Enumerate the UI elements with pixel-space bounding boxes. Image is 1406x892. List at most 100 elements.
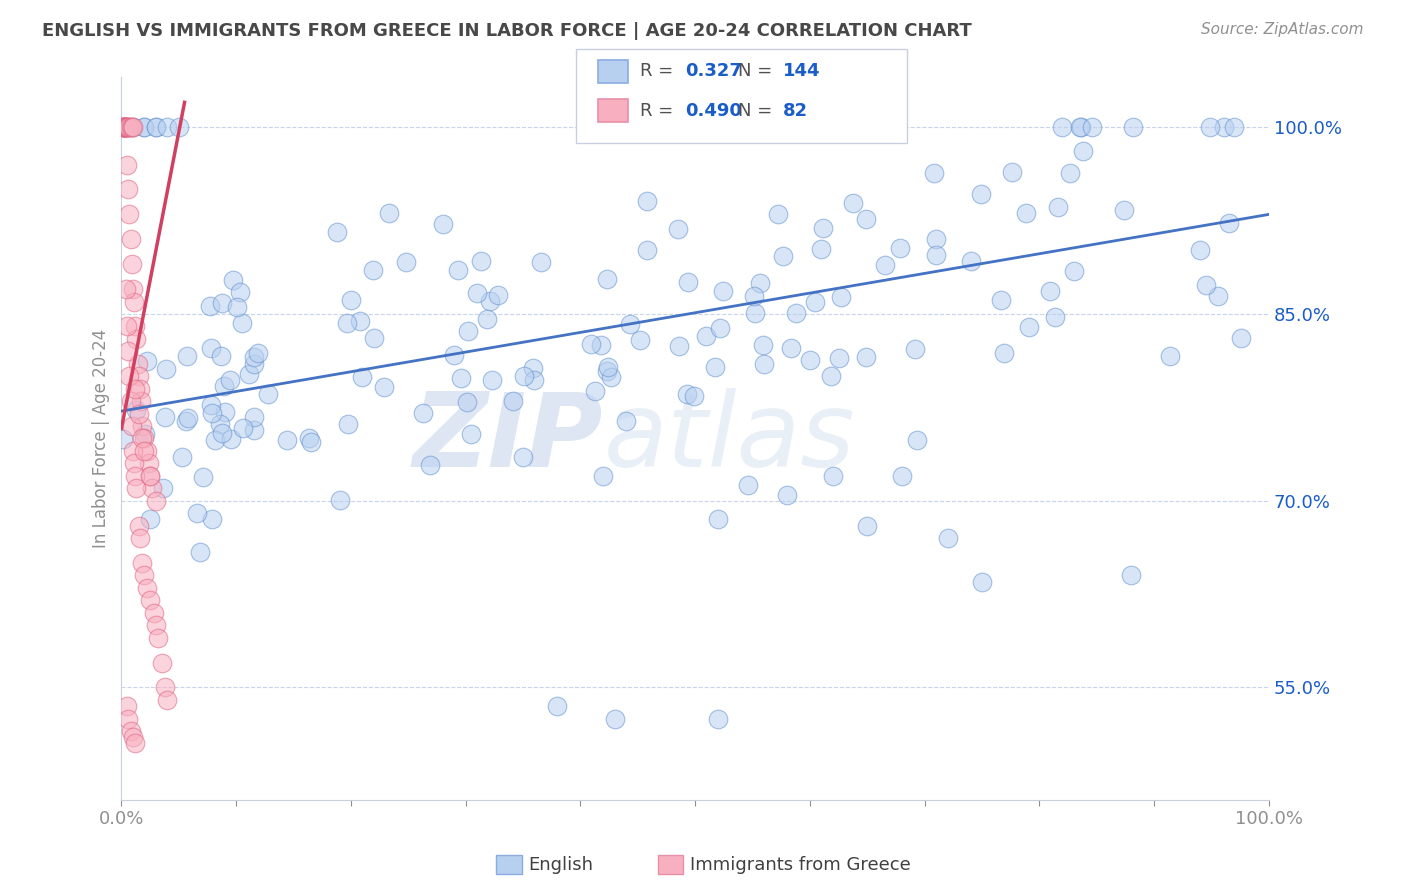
Point [127,357,149,371]
Point [135,581,157,595]
Point [772,249,794,263]
Point [456,394,478,409]
Point [1050,120,1073,135]
Point [821,468,844,483]
Point [596,364,619,378]
Text: R =: R = [640,102,679,120]
Point [329,492,352,507]
Point [1063,263,1085,277]
Point [1122,120,1144,135]
Point [350,370,373,384]
Point [583,384,606,399]
Point [1213,120,1236,135]
Point [117,182,139,196]
Point [122,120,145,135]
Point [219,373,242,387]
Point [1071,144,1094,158]
Point [214,379,236,393]
Point [115,120,138,135]
Point [780,341,803,355]
Point [122,456,145,470]
Text: 82: 82 [783,102,808,120]
Point [589,338,612,352]
Point [122,731,145,745]
Point [1208,289,1230,303]
Point [125,481,148,495]
Point [115,699,138,714]
Point [789,120,811,135]
Point [211,296,233,310]
Text: 0.327: 0.327 [685,62,741,80]
Point [170,450,193,464]
Point [603,712,626,726]
Point [828,351,851,365]
Point [243,357,266,371]
Point [134,426,156,441]
Point [636,194,658,208]
Point [247,346,270,360]
Point [600,370,623,384]
Point [222,273,245,287]
Point [128,407,150,421]
Point [707,712,730,726]
Text: Source: ZipAtlas.com: Source: ZipAtlas.com [1201,22,1364,37]
Point [135,354,157,368]
Point [1189,243,1212,257]
Point [177,411,200,425]
Point [115,120,138,135]
Point [115,120,138,135]
Point [120,394,142,409]
Point [683,389,706,403]
Point [904,343,927,357]
Text: Immigrants from Greece: Immigrants from Greece [690,856,911,874]
Point [141,481,163,495]
Point [156,693,179,707]
Point [121,120,143,135]
Point [225,301,247,315]
Point [121,257,143,271]
Point [118,120,141,135]
Point [373,380,395,394]
Point [112,120,135,135]
Point [134,568,156,582]
Point [742,289,765,303]
Point [117,120,139,135]
Point [598,359,620,374]
Point [470,253,492,268]
Point [134,120,156,135]
Point [856,518,879,533]
Point [134,432,156,446]
Y-axis label: In Labor Force | Age 20-24: In Labor Force | Age 20-24 [93,329,110,548]
Point [124,468,146,483]
Point [1159,349,1181,363]
Point [128,518,150,533]
Point [156,120,179,135]
Point [889,241,911,255]
Point [186,506,208,520]
Point [830,290,852,304]
Point [924,248,946,262]
Point [924,232,946,246]
Point [238,367,260,381]
Point [200,341,222,355]
Point [837,120,859,135]
Point [704,360,727,375]
Point [112,120,135,135]
Point [124,382,146,396]
Point [813,221,835,235]
Point [117,344,139,359]
Text: 0.490: 0.490 [685,102,741,120]
Point [243,409,266,424]
Point [209,349,232,363]
Point [120,232,142,246]
Point [142,606,165,620]
Point [211,425,233,440]
Point [152,481,174,495]
Point [115,319,138,334]
Point [131,419,153,434]
Point [619,317,641,331]
Point [128,382,150,396]
Point [776,487,799,501]
Point [145,493,167,508]
Point [522,360,544,375]
